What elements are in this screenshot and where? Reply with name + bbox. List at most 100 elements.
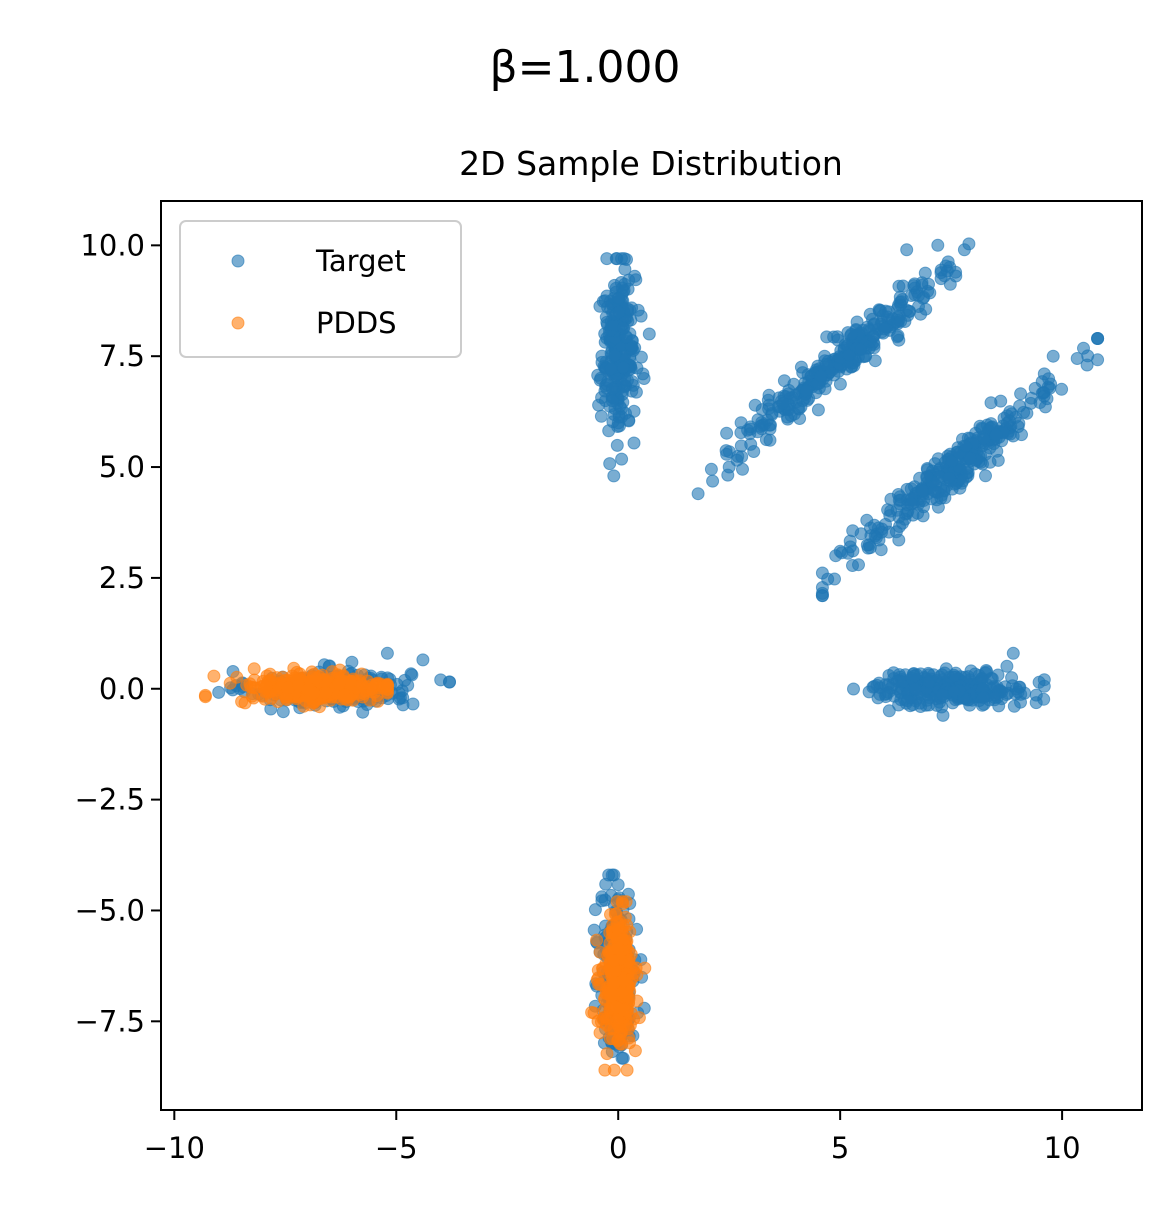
- pdds-point: [598, 1010, 612, 1024]
- target-point: [941, 255, 955, 269]
- target-point: [976, 691, 990, 704]
- target-point: [406, 697, 420, 711]
- target-point: [1006, 646, 1020, 660]
- x-tick-label: 0: [609, 1131, 627, 1165]
- pdds-point: [590, 933, 604, 947]
- target-point: [862, 685, 876, 699]
- target-point: [989, 428, 1003, 442]
- target-point: [860, 538, 874, 552]
- legend-label-pdds: PDDS: [316, 306, 397, 340]
- target-point: [992, 699, 1006, 713]
- target-point: [977, 432, 991, 446]
- pdds-point: [223, 676, 237, 690]
- target-point: [613, 419, 626, 433]
- target-point: [416, 653, 430, 667]
- pdds-point: [616, 897, 630, 911]
- target-point: [994, 394, 1008, 408]
- target-point: [936, 708, 950, 722]
- target-point: [892, 493, 906, 507]
- target-point: [882, 305, 896, 319]
- target-point: [938, 491, 952, 505]
- pdds-point: [606, 976, 620, 990]
- target-point: [931, 238, 945, 252]
- pdds-point: [380, 677, 394, 691]
- target-point: [380, 646, 394, 660]
- target-point: [942, 471, 956, 485]
- target-point: [908, 682, 922, 696]
- target-point: [212, 685, 226, 699]
- target-point: [1091, 332, 1105, 345]
- target-point: [601, 300, 615, 314]
- plot-frame: [160, 200, 1143, 1111]
- target-point: [1037, 692, 1051, 706]
- target-point: [1037, 679, 1051, 693]
- target-point: [945, 454, 959, 468]
- target-point: [604, 362, 618, 376]
- target-point: [811, 403, 825, 417]
- target-point: [871, 691, 885, 705]
- target-point: [734, 416, 748, 430]
- target-point: [842, 348, 856, 362]
- pdds-point: [604, 908, 617, 921]
- target-point: [878, 322, 892, 336]
- target-point: [916, 291, 930, 305]
- target-point: [706, 474, 720, 488]
- target-point: [748, 398, 762, 412]
- y-tick-label: −2.5: [75, 783, 145, 817]
- target-point: [627, 436, 641, 450]
- pdds-point: [600, 1047, 614, 1061]
- pdds-point: [355, 678, 369, 692]
- target-point: [594, 409, 608, 423]
- x-tick-label: −5: [375, 1131, 418, 1165]
- pdds-point: [258, 682, 271, 695]
- target-point: [356, 705, 370, 719]
- target-point: [831, 330, 844, 344]
- legend: Target PDDS: [179, 220, 462, 358]
- target-point: [900, 694, 914, 708]
- target-point: [612, 305, 626, 319]
- y-tick-label: 0.0: [99, 672, 145, 706]
- target-point: [605, 868, 619, 882]
- y-tick-label: 7.5: [99, 339, 145, 373]
- target-point: [867, 330, 880, 344]
- target-point: [1014, 387, 1028, 401]
- target-point: [922, 675, 936, 689]
- target-point: [892, 279, 906, 293]
- pdds-point: [585, 1005, 599, 1019]
- target-point: [627, 404, 641, 418]
- figure-suptitle: β=1.000: [490, 42, 681, 93]
- target-point: [735, 450, 749, 464]
- target-point: [819, 357, 833, 371]
- target-point: [979, 664, 993, 677]
- target-point: [901, 504, 915, 518]
- target-point: [607, 469, 621, 483]
- pdds-point: [319, 686, 333, 700]
- target-point: [763, 433, 777, 447]
- legend-box: [179, 220, 462, 358]
- target-point: [434, 673, 448, 687]
- y-tick-label: −7.5: [75, 1004, 145, 1038]
- target-point: [860, 513, 874, 527]
- target-point: [998, 680, 1012, 694]
- target-point: [345, 655, 359, 669]
- pdds-point: [606, 1032, 620, 1045]
- pdds-point: [198, 688, 212, 702]
- target-point: [629, 273, 643, 287]
- target-point: [852, 558, 865, 572]
- target-point: [615, 452, 629, 466]
- target-point: [691, 487, 705, 501]
- target-point: [846, 524, 860, 538]
- target-point: [642, 327, 656, 341]
- target-point: [782, 383, 796, 397]
- y-tick-label: 10.0: [80, 228, 145, 262]
- target-point: [634, 309, 648, 323]
- target-point: [611, 878, 625, 892]
- target-point: [815, 566, 829, 580]
- target-point: [618, 262, 632, 276]
- target-point: [900, 243, 914, 257]
- ticks-layer: −10 −5 0 5 10 −7.5 −5.0 −2.5 0.0 2.5 5.0 7.5 10.0: [75, 228, 1081, 1165]
- target-point: [935, 688, 949, 702]
- target-point: [882, 704, 896, 718]
